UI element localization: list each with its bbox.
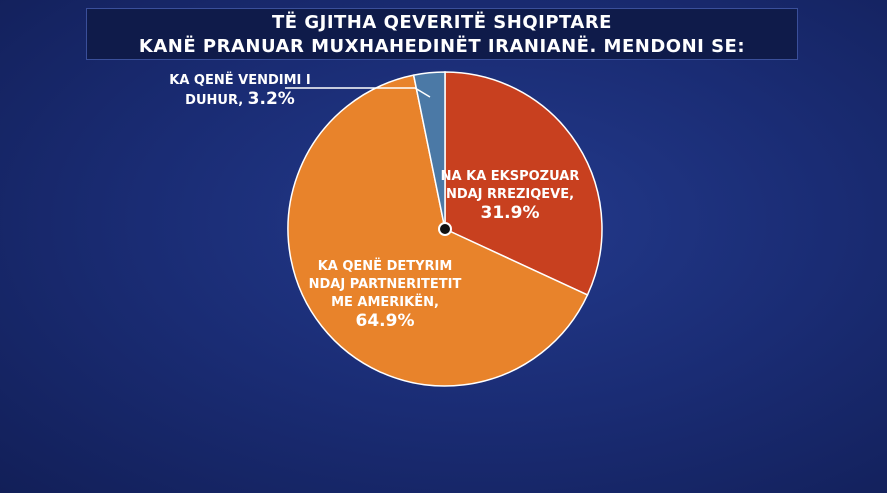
title-box: TË GJITHA QEVERITË SHQIPTARE KANË PRANUA… [86, 8, 798, 60]
slice-label: KA QENË DETYRIM NDAJ PARTNERITETIT ME AM… [300, 258, 470, 332]
value-label: 3.2% [247, 89, 295, 109]
pie-slice [412, 71, 446, 230]
pie-slice [287, 74, 589, 387]
center-dot [438, 222, 452, 236]
title-line: KANË PRANUAR MUXHAHEDINËT IRANIANË. MEND… [138, 36, 746, 57]
category-label: NA KA EKSPOZUAR NDAJ RREZIQEVE, [440, 169, 580, 202]
category-label: KA QENË VENDIMI I DUHUR, [169, 73, 311, 108]
value-label: 31.9% [480, 203, 540, 223]
pie-slice [444, 71, 603, 296]
slice-label: NA KA EKSPOZUAR NDAJ RREZIQEVE, 31.9% [440, 168, 580, 224]
value-label: 64.9% [355, 311, 415, 331]
title-line: TË GJITHA QEVERITË SHQIPTARE [272, 12, 612, 33]
leader-line [285, 87, 431, 98]
category-label: KA QENË DETYRIM NDAJ PARTNERITETIT ME AM… [308, 259, 462, 310]
slice-label: KA QENË VENDIMI I DUHUR, 3.2% [160, 72, 320, 110]
